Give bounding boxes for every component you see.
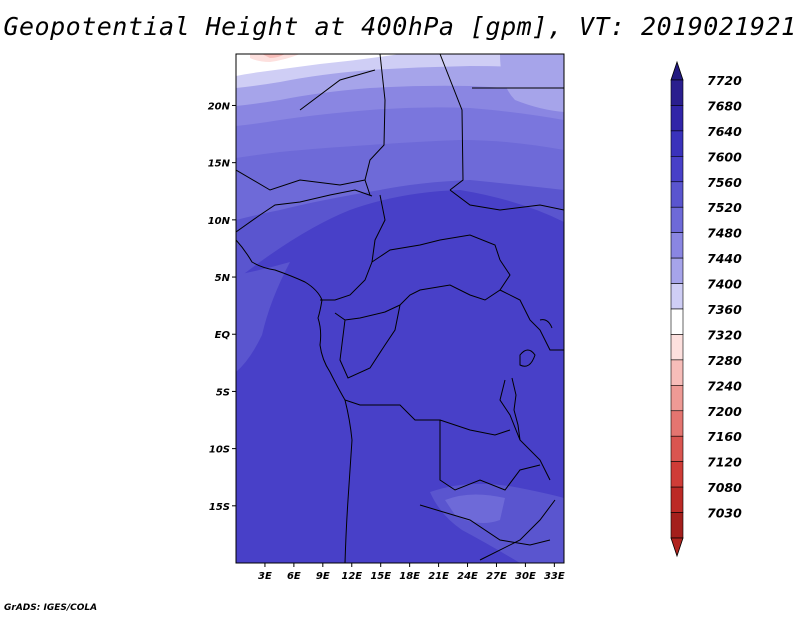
colorbar-segment (670, 334, 684, 361)
longitude-axis: 3E 6E 9E 12E 15E 18E 21E 24E 27E 30E 33E (258, 563, 565, 582)
colorbar-segment (670, 232, 684, 259)
latitude-axis: 20N 15N 10N 5N EQ 5S 10S 15S (208, 101, 236, 513)
lat-tick-label: 10S (209, 445, 230, 456)
colorbar-segment (670, 181, 684, 208)
lat-tick-label: 20N (208, 101, 231, 112)
colorbar-bottom-arrow (670, 537, 684, 558)
colorbar-segment (670, 156, 684, 183)
colorbar-segment (670, 410, 684, 437)
lat-tick-label: 15N (208, 159, 231, 170)
lon-tick-label: 33E (544, 571, 565, 582)
map-frame (235, 53, 565, 564)
colorbar-label: 7360 (707, 302, 742, 317)
colorbar-segment (670, 257, 684, 284)
colorbar-segment (670, 308, 684, 335)
lon-tick-label: 12E (341, 571, 362, 582)
colorbar-label: 7400 (707, 277, 742, 292)
colorbar-label: 7030 (707, 506, 742, 521)
lon-tick-label: 30E (515, 571, 536, 582)
colorbar-segment (670, 512, 684, 539)
lon-tick-label: 24E (457, 571, 478, 582)
colorbar-segment (670, 79, 684, 106)
shaded-field (236, 54, 564, 563)
colorbar-label: 7720 (707, 73, 742, 88)
colorbar-label: 7440 (707, 251, 742, 266)
colorbar-segment (670, 461, 684, 488)
colorbar-label: 7560 (707, 175, 742, 190)
colorbar-label: 7080 (707, 480, 742, 495)
lon-tick-label: 27E (486, 571, 507, 582)
colorbar-label: 7240 (707, 378, 742, 393)
lon-tick-label: 15E (370, 571, 391, 582)
lat-tick-label: 5N (215, 273, 231, 284)
lon-tick-label: 6E (287, 571, 301, 582)
lat-tick-label: 15S (209, 502, 230, 513)
lat-tick-label: EQ (215, 330, 231, 341)
grads-credit: GrADS: IGES/COLA (4, 603, 98, 613)
lat-tick-label: 5S (216, 387, 230, 398)
colorbar-segment (670, 130, 684, 157)
colorbar-segment (670, 283, 684, 310)
lon-tick-label: 21E (428, 571, 449, 582)
colorbar-segment (670, 206, 684, 233)
colorbar-label: 7200 (707, 404, 742, 419)
borders (236, 54, 564, 563)
colorbar-segment (670, 359, 684, 386)
colorbar-label: 7120 (707, 455, 742, 470)
colorbar-label: 7680 (707, 98, 742, 113)
lon-tick-label: 9E (316, 571, 330, 582)
lat-tick-label: 10N (208, 216, 231, 227)
lon-tick-label: 18E (399, 571, 420, 582)
colorbar-label: 7520 (707, 200, 742, 215)
colorbar-label: 7480 (707, 226, 742, 241)
colorbar-segment (670, 486, 684, 513)
colorbar-label: 7320 (707, 327, 742, 342)
colorbar-segment (670, 105, 684, 132)
lon-tick-label: 3E (258, 571, 272, 582)
map-title: Geopotential Height at 400hPa [gpm], VT:… (3, 12, 797, 41)
colorbar-segment (670, 435, 684, 462)
colorbar-label: 7600 (707, 149, 742, 164)
colorbar-label: 7640 (707, 124, 742, 139)
colorbar-label: 7160 (707, 429, 742, 444)
colorbar-segment (670, 385, 684, 412)
colorbar-top-arrow (670, 60, 684, 81)
colorbar-label: 7280 (707, 353, 742, 368)
